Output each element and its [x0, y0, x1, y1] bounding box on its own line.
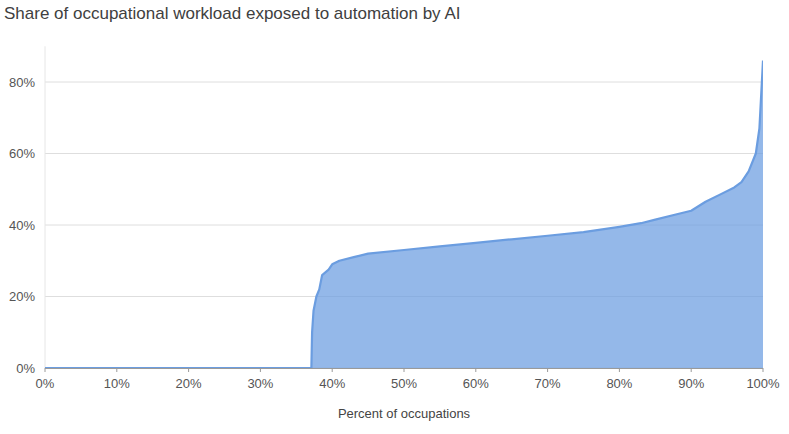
x-tick: [188, 368, 189, 372]
plot-area: [45, 61, 763, 368]
chart-svg: Share of occupational workload exposed t…: [0, 0, 789, 434]
grid-line: [45, 153, 763, 154]
x-tick-label: 30%: [247, 376, 273, 391]
y-tick-label: 60%: [9, 146, 35, 161]
x-tick-label: 70%: [535, 376, 561, 391]
x-tick-label: 50%: [391, 376, 417, 391]
y-tick-label: 40%: [9, 218, 35, 233]
chart-container: Share of occupational workload exposed t…: [0, 0, 789, 434]
x-tick: [116, 368, 117, 372]
x-tick: [332, 368, 333, 372]
x-tick-label: 60%: [463, 376, 489, 391]
x-tick-label: 10%: [104, 376, 130, 391]
grid-line: [45, 82, 763, 83]
x-tick: [45, 368, 46, 372]
x-tick: [619, 368, 620, 372]
x-tick: [475, 368, 476, 372]
x-tick: [763, 368, 764, 372]
y-tick-label: 80%: [9, 75, 35, 90]
x-tick-label: 90%: [678, 376, 704, 391]
x-tick-label: 0%: [36, 376, 55, 391]
y-tick-label: 0%: [16, 361, 35, 376]
y-tick-label: 20%: [9, 289, 35, 304]
x-tick-label: 20%: [176, 376, 202, 391]
y-axis-line: [45, 46, 46, 368]
x-tick-label: 80%: [606, 376, 632, 391]
area-line: [45, 61, 763, 368]
x-tick: [260, 368, 261, 372]
x-tick-label: 100%: [746, 376, 780, 391]
x-tick: [691, 368, 692, 372]
title: Share of occupational workload exposed t…: [4, 4, 460, 23]
x-tick: [404, 368, 405, 372]
x-tick-label: 40%: [319, 376, 345, 391]
x-axis-label: Percent of occupations: [338, 406, 471, 421]
x-tick: [547, 368, 548, 372]
area-fill: [45, 61, 763, 368]
